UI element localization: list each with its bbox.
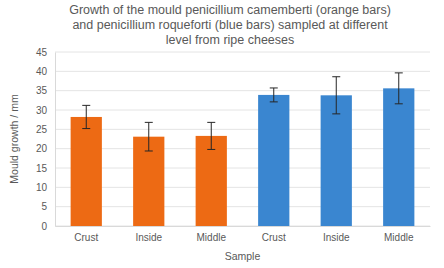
x-axis-line xyxy=(56,226,431,227)
x-tick-label: Crust xyxy=(262,232,286,243)
x-tick-label: Inside xyxy=(135,232,162,243)
bar xyxy=(71,117,102,226)
x-tick-label: Middle xyxy=(384,232,414,243)
bar xyxy=(196,136,227,226)
error-cap xyxy=(145,122,153,123)
error-stem xyxy=(336,77,337,114)
error-cap xyxy=(82,128,90,129)
title-line: and penicillium roqueforti (blue bars) s… xyxy=(72,18,388,32)
error-cap xyxy=(332,76,340,77)
error-stem xyxy=(211,122,212,149)
grid xyxy=(55,52,430,226)
error-bar xyxy=(332,77,340,114)
y-tick-label: 35 xyxy=(36,85,48,96)
bar xyxy=(383,88,414,226)
error-stem xyxy=(148,122,149,151)
error-stem xyxy=(273,88,274,102)
x-tick: Inside xyxy=(323,226,350,243)
x-tick: Inside xyxy=(135,226,162,243)
y-tick: 20 xyxy=(36,143,55,154)
y-tick: 0 xyxy=(41,221,55,232)
error-cap xyxy=(145,150,153,151)
error-cap xyxy=(270,101,278,102)
y-tick-label: 10 xyxy=(36,182,48,193)
chart-svg: Growth of the mould penicillium camember… xyxy=(0,0,444,268)
x-tick-label: Crust xyxy=(74,232,98,243)
error-stem xyxy=(398,73,399,104)
chart-title: Growth of the mould penicillium camember… xyxy=(69,3,391,47)
grid-line xyxy=(55,187,430,188)
x-tick: Crust xyxy=(74,226,98,243)
x-axis-title: Sample xyxy=(225,250,261,262)
error-cap xyxy=(395,103,403,104)
grid-line xyxy=(55,71,430,72)
y-tick: 15 xyxy=(36,163,55,174)
error-cap xyxy=(332,113,340,114)
y-tick-label: 30 xyxy=(36,105,48,116)
title-line: level from ripe cheeses xyxy=(166,33,295,47)
grid-line xyxy=(55,148,430,149)
grid-line xyxy=(55,206,430,207)
y-tick-label: 25 xyxy=(36,124,48,135)
grid-line xyxy=(55,110,430,111)
y-axis: 0 5 10 15 20 25 30 35 40 45 xyxy=(36,47,56,232)
grid-line xyxy=(55,226,430,227)
y-tick: 35 xyxy=(36,85,55,96)
bar xyxy=(321,95,352,226)
y-tick-label: 40 xyxy=(36,66,48,77)
grid-line xyxy=(55,90,430,91)
x-tick-label: Middle xyxy=(197,232,227,243)
error-bar xyxy=(82,105,90,128)
x-tick: Middle xyxy=(384,226,414,243)
grid-line xyxy=(55,168,430,169)
y-tick-label: 15 xyxy=(36,163,48,174)
chart-container: Growth of the mould penicillium camember… xyxy=(0,0,444,268)
y-tick: 5 xyxy=(41,201,55,212)
y-tick: 45 xyxy=(36,47,55,58)
y-tick-label: 5 xyxy=(41,201,47,212)
y-axis-title: Mould growth / mm xyxy=(8,94,20,184)
plot: 051015202530354045CrustInsideMiddleCrust… xyxy=(36,47,431,243)
y-tick: 30 xyxy=(36,105,55,116)
x-tick-label: Inside xyxy=(323,232,350,243)
y-tick-label: 45 xyxy=(36,47,48,58)
y-tick: 25 xyxy=(36,124,55,135)
x-tick: Middle xyxy=(197,226,227,243)
bar xyxy=(258,95,289,226)
y-tick: 10 xyxy=(36,182,55,193)
title-line: Growth of the mould penicillium camember… xyxy=(69,3,391,17)
error-cap xyxy=(207,149,215,150)
grid-line xyxy=(55,129,430,130)
y-tick-label: 0 xyxy=(41,221,47,232)
marks xyxy=(71,73,415,226)
grid-line xyxy=(55,52,430,53)
y-axis-line xyxy=(55,53,56,227)
error-bar xyxy=(145,122,153,151)
error-bar xyxy=(270,88,278,102)
error-cap xyxy=(207,122,215,123)
error-cap xyxy=(395,72,403,73)
x-axis: Crust Inside Middle Crust Inside Middle xyxy=(56,226,431,243)
error-cap xyxy=(270,87,278,88)
x-tick: Crust xyxy=(262,226,286,243)
error-bar xyxy=(395,73,403,104)
y-tick-label: 20 xyxy=(36,143,48,154)
error-cap xyxy=(82,105,90,106)
y-tick: 40 xyxy=(36,66,55,77)
error-stem xyxy=(86,105,87,128)
error-bar xyxy=(207,122,215,149)
